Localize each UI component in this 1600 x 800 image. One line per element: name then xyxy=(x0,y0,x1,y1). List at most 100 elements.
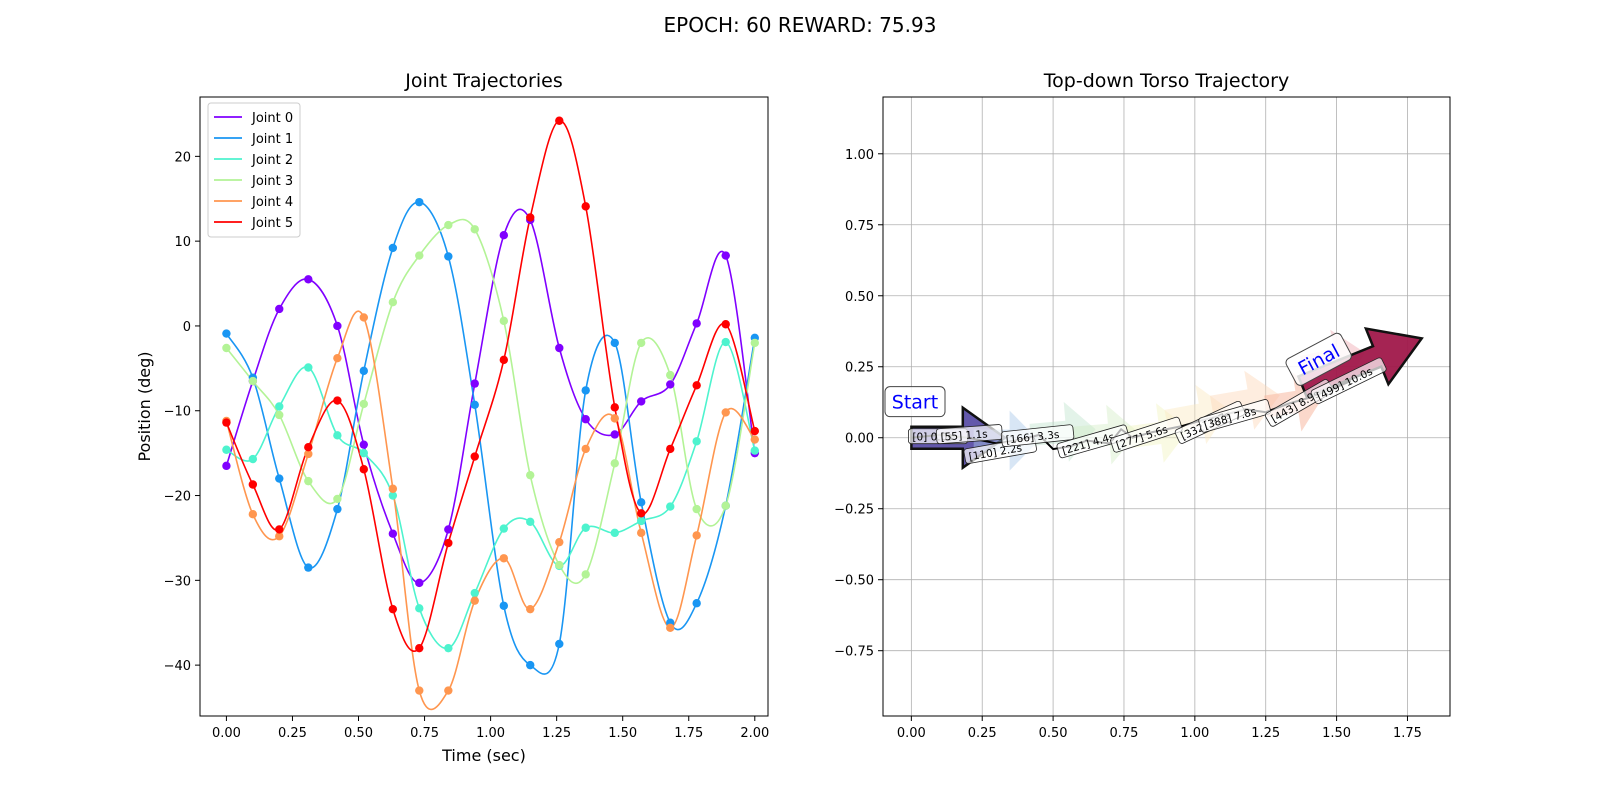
series-point xyxy=(499,231,509,240)
torso-y-ticks: 1.00 0.75 0.50 0.25 0.00 −0.25 −0.50 −0.75 xyxy=(834,148,883,660)
y-tick-label: 0.50 xyxy=(845,290,874,305)
x-tick-label: 0.50 xyxy=(1039,726,1068,741)
series-point xyxy=(333,396,342,405)
x-tick-label: 0.75 xyxy=(1109,726,1138,741)
series-point xyxy=(750,446,759,455)
series-point xyxy=(526,604,535,614)
series-point xyxy=(499,554,509,563)
series-point xyxy=(666,444,675,454)
y-tick-label: −30 xyxy=(164,574,191,589)
x-tick-label: 1.25 xyxy=(1251,726,1280,741)
series-point xyxy=(304,476,313,486)
joint-trajectories-chart: 0.00 0.25 0.50 0.75 1.00 1.25 1.50 1.75 2.00 20 1… xyxy=(135,70,769,765)
series-point xyxy=(692,599,701,608)
series-point xyxy=(333,431,342,440)
series-point xyxy=(636,397,646,406)
x-tick-label: 1.50 xyxy=(1322,726,1351,741)
series-point xyxy=(526,470,535,480)
y-tick-label: −0.50 xyxy=(834,574,874,589)
series-point xyxy=(388,298,398,307)
series-point xyxy=(359,399,368,409)
series-point xyxy=(610,403,619,412)
series-line-joint-5 xyxy=(225,119,756,652)
series-point xyxy=(388,491,398,500)
series-point xyxy=(692,504,701,514)
x-tick-label: 0.25 xyxy=(968,726,997,741)
series-point xyxy=(636,509,646,518)
y-tick-label: −10 xyxy=(164,405,191,420)
series-point xyxy=(275,525,284,534)
series-point xyxy=(636,338,646,348)
x-tick-label: 0.00 xyxy=(212,726,241,741)
series-point xyxy=(581,570,590,579)
final-label-box xyxy=(1285,332,1352,386)
series-point xyxy=(415,643,424,653)
series-point xyxy=(359,313,368,322)
series-point xyxy=(359,465,368,474)
series-point xyxy=(555,639,564,649)
y-tick-label: 0 xyxy=(183,320,191,335)
series-point xyxy=(721,408,730,417)
series-point xyxy=(333,353,342,363)
y-tick-label: −0.25 xyxy=(834,503,874,518)
series-point xyxy=(555,560,564,570)
series-line-joint-4 xyxy=(225,310,756,711)
series-point xyxy=(555,343,564,353)
series-point xyxy=(444,538,453,548)
series-point xyxy=(555,116,564,125)
torso-chart-title: Top-down Torso Trajectory xyxy=(1043,70,1289,92)
joint-points xyxy=(222,116,759,695)
waypoint-label-text: [166] 3.3s xyxy=(1005,429,1060,447)
series-point xyxy=(721,501,730,510)
series-point xyxy=(415,604,424,613)
torso-axes-frame xyxy=(882,96,1451,717)
legend-label: Joint 0 xyxy=(251,111,293,126)
series-point xyxy=(636,498,646,507)
series-point xyxy=(222,329,231,338)
y-tick-label: 0.25 xyxy=(845,361,874,376)
series-point xyxy=(275,402,284,411)
series-point xyxy=(304,275,313,284)
series-point xyxy=(470,400,479,410)
legend-label: Joint 1 xyxy=(251,132,293,147)
series-point xyxy=(388,529,398,538)
torso-trajectory-chart: [0] 0.0s[55] 1.1s[110] 2.2s[166] 3.3s [22… xyxy=(834,70,1451,741)
x-tick-label: 0.75 xyxy=(410,726,439,741)
series-point xyxy=(610,528,619,538)
joint-lines xyxy=(225,119,756,711)
joint-chart-title: Joint Trajectories xyxy=(404,70,562,92)
series-point xyxy=(388,604,398,614)
series-point xyxy=(470,452,479,461)
y-tick-label: −20 xyxy=(164,490,191,505)
series-point xyxy=(444,643,453,653)
joint-x-axis-label: Time (sec) xyxy=(441,746,526,765)
series-point xyxy=(248,480,258,489)
series-point xyxy=(499,355,509,365)
series-point xyxy=(444,220,453,230)
series-point xyxy=(526,517,535,527)
series-point xyxy=(222,461,231,471)
y-tick-label: 1.00 xyxy=(845,148,874,163)
series-point xyxy=(692,437,701,446)
series-point xyxy=(526,213,535,222)
y-tick-label: −40 xyxy=(164,659,191,674)
series-point xyxy=(581,415,590,424)
series-point xyxy=(666,502,675,511)
series-point xyxy=(470,379,479,388)
series-point xyxy=(415,197,424,207)
series-point xyxy=(304,363,313,372)
waypoint-label-box xyxy=(1310,357,1387,405)
series-point xyxy=(222,445,231,454)
figure-suptitle: EPOCH: 60 REWARD: 75.93 xyxy=(664,13,937,37)
waypoint-label-box xyxy=(1000,424,1075,447)
series-point xyxy=(248,509,258,519)
series-point xyxy=(692,381,701,390)
series-point xyxy=(721,251,730,260)
series-point xyxy=(750,338,759,348)
series-point xyxy=(304,563,313,572)
joint-y-ticks: 20 10 0 −10 −20 −30 −40 xyxy=(164,150,200,674)
series-point xyxy=(581,523,590,532)
start-label: Start xyxy=(884,386,946,418)
waypoint-label: [166] 3.3s xyxy=(1000,424,1075,447)
